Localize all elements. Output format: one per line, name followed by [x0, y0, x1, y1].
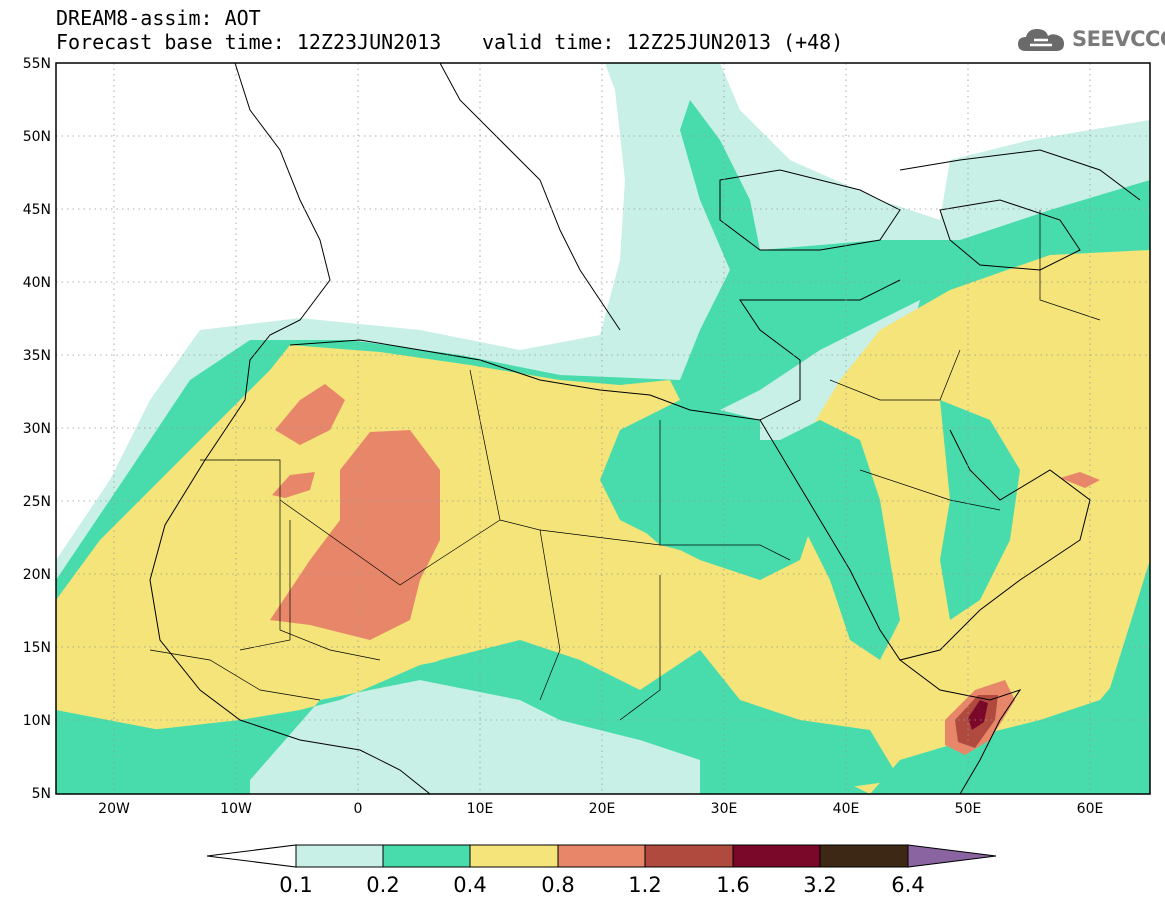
- chart-title: DREAM8-assim: AOT: [56, 6, 261, 30]
- colorbar-max-arrow: [907, 844, 997, 868]
- colorbar-swatch: [644, 844, 734, 868]
- colorbar-label: 6.4: [891, 873, 924, 897]
- lat-label: 50N: [23, 129, 51, 145]
- lon-label: 20W: [98, 801, 130, 817]
- lat-label: 55N: [23, 56, 51, 72]
- lon-label: 10E: [467, 801, 494, 817]
- coastlines: [149, 63, 1141, 794]
- aot-band-0.8-atlas: [275, 384, 345, 445]
- lat-axis: 55N 50N 45N 40N 35N 30N 25N 20N 15N 10N …: [23, 56, 51, 802]
- lat-label: 15N: [23, 640, 51, 656]
- aot-band-1.6-horn: [968, 700, 988, 730]
- lat-label: 25N: [23, 494, 51, 510]
- colorbar-label: 0.8: [541, 873, 574, 897]
- colorbar-min-arrow: [206, 844, 297, 868]
- lon-label: 60E: [1077, 801, 1104, 817]
- lon-axis: 20W 10W 0 10E 20E 30E 40E 50E 60E: [98, 801, 1103, 817]
- lon-label: 30E: [711, 801, 738, 817]
- colorbar: 0.1 0.2 0.4 0.8 1.2 1.6 3.2 6.4: [206, 844, 997, 897]
- logo-text: SEEVCCC: [1072, 27, 1165, 51]
- seevccc-logo: SEEVCCC: [1016, 22, 1165, 58]
- colorbar-label: 1.6: [716, 873, 749, 897]
- aot-band-0.8-algeria: [272, 472, 315, 498]
- colorbar-swatch: [819, 844, 909, 868]
- lat-label: 35N: [23, 348, 51, 364]
- colorbar-label: 0.1: [279, 873, 312, 897]
- lon-label: 0: [354, 801, 363, 817]
- lat-label: 40N: [23, 275, 51, 291]
- valid-time: valid time: 12Z25JUN2013 (+48): [482, 30, 844, 54]
- colorbar-swatch: [295, 844, 384, 868]
- aot-band-0.2-redsea: [780, 420, 900, 660]
- lat-label: 5N: [32, 786, 51, 802]
- map-frame: [55, 62, 1151, 795]
- aot-band-0.4: [56, 250, 1150, 794]
- aot-field: [56, 63, 1150, 794]
- aot-band-0.2-egypt: [610, 405, 760, 560]
- colorbar-label: 0.4: [453, 873, 486, 897]
- colorbar-swatch: [732, 844, 821, 868]
- lon-label: 40E: [833, 801, 860, 817]
- colorbar-label: 1.2: [628, 873, 661, 897]
- lon-label: 10W: [220, 801, 252, 817]
- aot-band-0.2-gulf: [940, 400, 1020, 620]
- lat-label: 30N: [23, 421, 51, 437]
- colorbar-swatch: [382, 844, 471, 868]
- lon-label: 50E: [955, 801, 982, 817]
- aot-band-0.2-somalia: [900, 640, 1150, 794]
- colorbar-swatch: [469, 844, 559, 868]
- colorbar-swatch: [557, 844, 646, 868]
- colorbar-label: 3.2: [803, 873, 836, 897]
- lon-label: 20E: [589, 801, 616, 817]
- aot-band-0.2-sahel: [56, 645, 640, 780]
- lat-label: 45N: [23, 202, 51, 218]
- aot-band-0.2-eafrica: [640, 650, 900, 794]
- forecast-base-time: Forecast base time: 12Z23JUN2013: [56, 30, 442, 54]
- colorbar-label: 0.2: [366, 873, 399, 897]
- borders: [149, 210, 1101, 721]
- aot-band-0.8-sahara: [270, 430, 440, 640]
- lat-label: 10N: [23, 713, 51, 729]
- graticule: [56, 63, 1150, 794]
- aot-band-0.1-sahel: [250, 680, 700, 794]
- lat-label: 20N: [23, 567, 51, 583]
- cloud-icon: [1018, 29, 1064, 51]
